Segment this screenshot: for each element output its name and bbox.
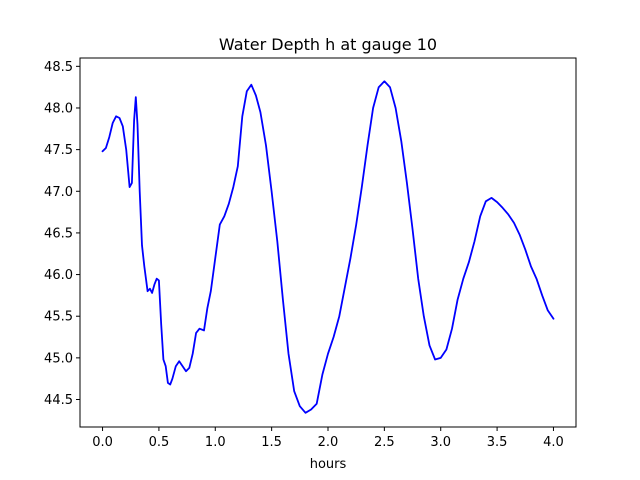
series-layer [101, 80, 555, 414]
y-tick-label: 46.5 [44, 226, 73, 241]
x-tick-label: 3.5 [487, 435, 508, 450]
y-tick-label: 48.5 [44, 60, 73, 75]
chart-title: Water Depth h at gauge 10 [219, 35, 437, 54]
y-tick-label: 48.0 [44, 101, 73, 116]
x-axis-ticks: 0.0 0.5 1.0 1.5 2.0 2.5 3.0 3.5 4.0 [92, 427, 564, 450]
x-tick-label: 3.0 [430, 435, 451, 450]
y-tick-label: 47.0 [44, 185, 73, 200]
x-axis-label: hours [310, 457, 347, 472]
plot-area [80, 58, 576, 427]
y-tick-label: 44.5 [44, 393, 73, 408]
x-tick-label: 4.0 [543, 435, 564, 450]
series-line [101, 80, 555, 414]
x-tick-label: 2.5 [374, 435, 395, 450]
x-tick-label: 1.0 [205, 435, 226, 450]
y-tick-label: 46.0 [44, 268, 73, 283]
y-tick-label: 45.0 [44, 351, 73, 366]
y-tick-label: 47.5 [44, 143, 73, 158]
x-tick-label: 2.0 [318, 435, 339, 450]
x-tick-label: 0.5 [149, 435, 170, 450]
x-tick-label: 0.0 [92, 435, 113, 450]
y-axis-ticks: 44.5 45.0 45.5 46.0 46.5 47.0 47.5 48.0 48.5 [44, 60, 80, 408]
y-tick-label: 45.5 [44, 310, 73, 325]
x-tick-label: 1.5 [261, 435, 282, 450]
plot-frame [79, 57, 577, 428]
